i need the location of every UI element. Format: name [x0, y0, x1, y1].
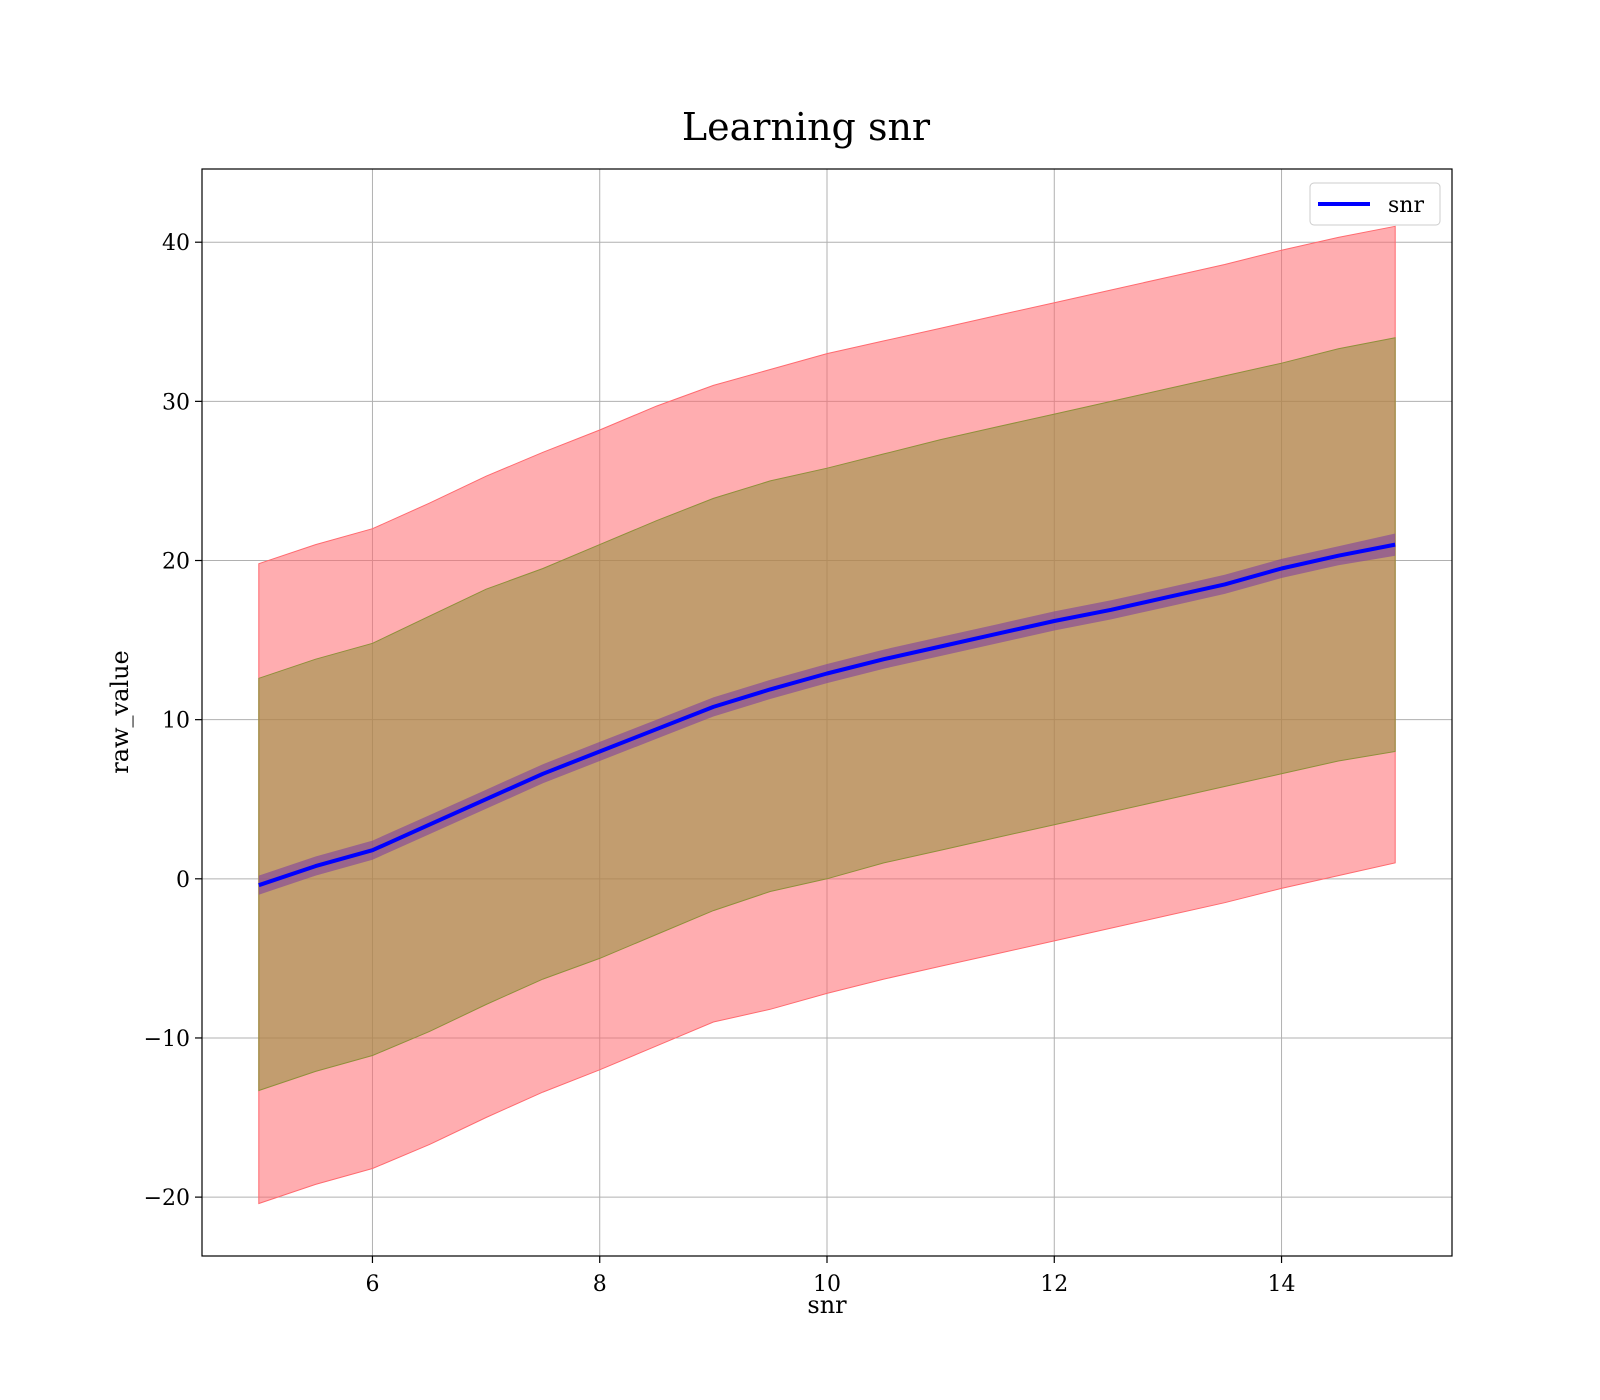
legend-box: [1309, 182, 1441, 226]
legend: snr: [1309, 182, 1441, 226]
series-line-snr: [258, 542, 1396, 888]
y-tick-label: 40: [162, 231, 190, 256]
y-tick-label: 10: [162, 709, 190, 734]
x-tick-label: 10: [813, 1272, 841, 1297]
x-axis-ticks: 6 8 10 12 14: [365, 1256, 1296, 1297]
x-tick-label: 6: [365, 1272, 379, 1297]
y-axis-label: raw_value: [106, 650, 134, 774]
inner-band: [258, 337, 1396, 1092]
x-tick-label: 8: [593, 1272, 607, 1297]
y-tick-label: 0: [176, 868, 190, 893]
chart-title: Learning snr: [682, 105, 931, 149]
y-tick-label: −10: [144, 1027, 190, 1052]
y-tick-label: −20: [144, 1186, 190, 1211]
x-tick-label: 14: [1268, 1272, 1296, 1297]
y-axis-ticks: −20 −10 0 10 20 30 40: [144, 231, 202, 1211]
x-tick-label: 12: [1040, 1272, 1068, 1297]
y-tick-label: 20: [162, 550, 190, 575]
y-tick-label: 30: [162, 390, 190, 415]
x-axis-label: snr: [807, 1291, 847, 1319]
legend-label-snr: snr: [1388, 193, 1424, 218]
series-lines: [258, 542, 1396, 888]
